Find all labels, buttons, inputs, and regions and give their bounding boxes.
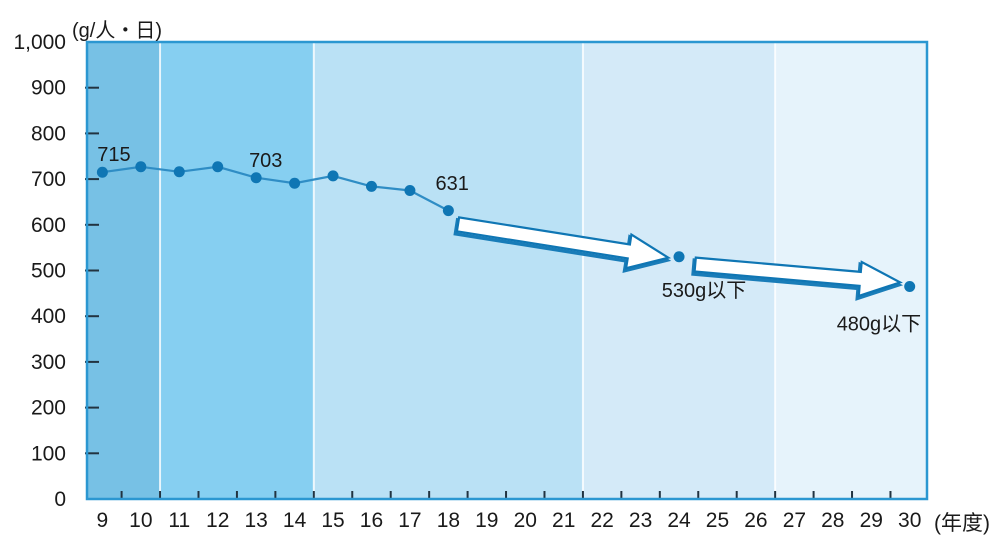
data-point — [365, 180, 377, 192]
plot-band — [87, 42, 161, 499]
data-point — [904, 280, 916, 292]
data-point — [289, 177, 301, 189]
x-axis-tick-label: 22 — [590, 509, 613, 532]
y-axis-unit-label: (g/人・日) — [72, 20, 162, 42]
x-axis-tick-label: 13 — [244, 509, 267, 532]
x-axis-tick-label: 10 — [129, 509, 152, 532]
y-axis-tick-label: 900 — [31, 77, 66, 100]
plot-band — [313, 42, 583, 499]
data-point-label: 715 — [97, 144, 130, 166]
data-point — [404, 185, 416, 197]
data-point — [673, 251, 685, 263]
x-axis-tick-label: 17 — [398, 509, 421, 532]
data-point — [250, 172, 262, 184]
data-point — [327, 170, 339, 182]
data-point-label: 530g以下 — [662, 280, 747, 302]
y-axis-tick-label: 0 — [54, 488, 66, 511]
y-axis-tick-label: 700 — [31, 168, 66, 191]
y-axis-tick-label: 300 — [31, 351, 66, 374]
y-axis-tick-label: 800 — [31, 122, 66, 145]
x-axis-tick-label: 11 — [168, 509, 190, 532]
x-axis-tick-label: 20 — [514, 509, 537, 532]
trend-arrow — [693, 256, 903, 298]
data-point — [212, 161, 224, 173]
x-axis-tick-label: 24 — [667, 509, 691, 532]
data-point — [173, 166, 185, 178]
x-axis-tick-label: 23 — [629, 509, 652, 532]
x-axis-tick-label: 14 — [283, 509, 307, 532]
x-axis-tick-label: 18 — [437, 509, 460, 532]
x-axis-tick-label: 9 — [97, 509, 109, 532]
data-point — [442, 205, 454, 217]
y-axis-tick-label: 400 — [31, 305, 66, 328]
x-axis-unit-label: (年度) — [934, 512, 990, 535]
data-point — [96, 166, 108, 178]
x-axis-tick-label: 16 — [360, 509, 383, 532]
x-axis-tick-label: 30 — [898, 509, 921, 532]
y-axis-tick-label: 100 — [31, 442, 66, 465]
x-axis-tick-label: 26 — [744, 509, 767, 532]
y-axis-tick-label: 500 — [31, 260, 66, 283]
x-axis-tick-label: 15 — [321, 509, 344, 532]
x-axis-tick-label: 12 — [206, 509, 229, 532]
data-line — [102, 165, 449, 212]
trend-arrow — [455, 216, 672, 270]
plot-border — [85, 40, 929, 501]
plot-band — [160, 42, 314, 499]
x-axis-tick-label: 29 — [860, 509, 883, 532]
x-axis-tick-label: 27 — [783, 509, 806, 532]
y-axis-tick-label: 600 — [31, 214, 66, 237]
x-axis-tick-label: 28 — [821, 509, 844, 532]
data-point-label: 631 — [436, 173, 469, 195]
x-axis-tick-label: 25 — [706, 509, 729, 532]
data-point-label: 480g以下 — [837, 314, 922, 336]
y-axis-tick-label: 200 — [31, 397, 66, 420]
x-axis-tick-label: 21 — [552, 509, 575, 532]
data-point — [135, 161, 147, 173]
y-axis-tick-label: 1,000 — [13, 31, 66, 54]
x-axis-tick-label: 19 — [475, 509, 498, 532]
data-point-label: 703 — [249, 150, 282, 172]
